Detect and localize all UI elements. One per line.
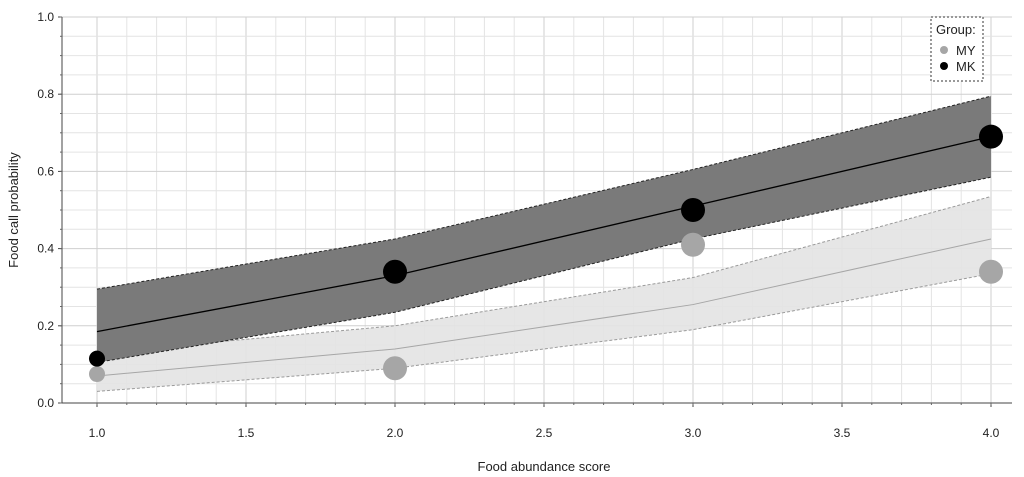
legend: Group: MY MK	[930, 16, 984, 82]
y-tick-label: 0.6	[37, 164, 54, 178]
legend-label-my: MY	[956, 43, 976, 58]
band-mk	[97, 96, 991, 363]
fit-line-my	[96, 238, 992, 377]
x-tick-label: 2.0	[387, 426, 404, 440]
y-tick-label: 0.2	[37, 319, 54, 333]
point-my	[383, 356, 407, 381]
legend-marker-mk	[940, 62, 948, 70]
band-lower-mk	[96, 176, 992, 363]
point-mk	[383, 259, 407, 284]
band-my	[97, 196, 991, 392]
y-axis-title: Food call probability	[6, 152, 21, 268]
band-upper-mk	[96, 95, 992, 290]
x-tick-label: 2.5	[536, 426, 553, 440]
y-tick-label: 0.0	[37, 396, 54, 410]
x-tick-label: 4.0	[983, 426, 1000, 440]
y-tick-label: 0.4	[37, 242, 54, 256]
legend-box	[930, 16, 984, 82]
confidence-bands	[96, 95, 992, 392]
data-points	[89, 124, 1003, 383]
band-lower-my	[96, 273, 992, 392]
point-mk	[89, 350, 105, 367]
x-tick-label: 1.0	[89, 426, 106, 440]
point-my	[979, 259, 1003, 284]
fit-lines	[96, 136, 992, 377]
x-tick-label: 1.5	[238, 426, 255, 440]
fit-line-mk	[96, 136, 992, 333]
x-tick-label: 3.0	[685, 426, 702, 440]
point-mk	[681, 198, 705, 222]
legend-title: Group:	[936, 22, 976, 37]
point-mk	[979, 124, 1003, 149]
point-my	[681, 232, 705, 257]
y-tick-label: 0.8	[37, 87, 54, 101]
y-tick-label: 1.0	[37, 10, 54, 24]
legend-marker-my	[940, 46, 948, 54]
axes: 0.0 0.2 0.4 0.6 0.8 1.0 1.0 1.5 2.0 2.5 3.0 3.5 4.0	[37, 10, 1012, 440]
band-upper-my	[96, 196, 992, 354]
legend-label-mk: MK	[956, 59, 976, 74]
x-axis-title: Food abundance score	[478, 459, 611, 474]
point-my	[89, 366, 105, 383]
x-tick-label: 3.5	[834, 426, 851, 440]
